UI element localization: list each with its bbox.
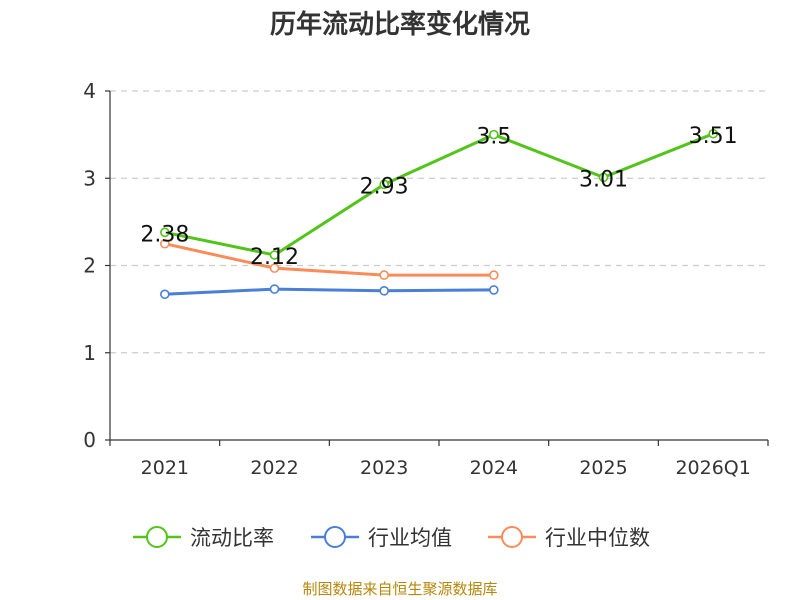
data-point[interactable] [489,129,499,140]
data-point[interactable] [160,289,170,300]
legend-marker [501,526,523,548]
grid-layer [110,90,768,354]
series-line [164,242,494,277]
x-tick-label: 2024 [470,457,518,479]
data-point[interactable] [269,263,280,273]
legend-item[interactable]: 流动比率 [133,526,274,550]
legend-item[interactable]: 行业中位数 [488,526,650,550]
source-note: 制图数据来自恒生聚源数据库 [302,580,498,598]
data-point[interactable] [379,286,389,296]
data-label: 2.93 [360,174,409,199]
y-tick-label: 3 [83,166,96,190]
data-point[interactable] [269,250,280,260]
x-tick-label: 2026Q1 [675,457,750,479]
y-tick-label: 1 [83,341,96,365]
data-point[interactable] [598,172,609,183]
data-point[interactable] [489,270,499,280]
legend[interactable]: 流动比率 行业均值 行业中位数 [133,526,650,550]
data-point[interactable] [489,285,499,295]
x-tick-label: 2025 [579,457,627,479]
data-point[interactable] [269,284,280,294]
axis-layer: 0 1 2 3 4 2021 2022 2023 2024 2025 2026Q1 [83,79,769,479]
series-line [164,287,494,296]
legend-marker [324,526,346,548]
data-label: 3.5 [476,125,511,150]
data-label: 3.51 [689,124,738,149]
data-point[interactable] [379,179,389,190]
data-label: 2.12 [250,245,299,270]
y-tick-label: 4 [83,79,96,103]
data-point[interactable] [708,128,718,139]
y-tick-label: 2 [83,254,96,278]
data-point[interactable] [379,270,389,280]
series-line [164,132,714,257]
legend-label: 流动比率 [190,526,274,550]
legend-label: 行业均值 [368,526,452,550]
chart-title: 历年流动比率变化情况 [269,10,530,40]
data-label: 3.01 [579,167,628,192]
series-layer [160,128,718,300]
data-label-layer: 2.38 2.12 2.93 3.5 3.01 3.51 [140,124,737,270]
data-point[interactable] [160,238,170,249]
y-tick-label: 0 [83,428,96,452]
x-tick-label: 2021 [141,457,189,479]
legend-item[interactable]: 行业均值 [311,526,452,550]
x-tick-label: 2023 [360,457,408,479]
data-label: 2.38 [140,222,189,247]
legend-marker [146,526,168,548]
data-point[interactable] [160,227,170,238]
x-tick-label: 2022 [250,457,298,479]
legend-label: 行业中位数 [545,526,650,550]
